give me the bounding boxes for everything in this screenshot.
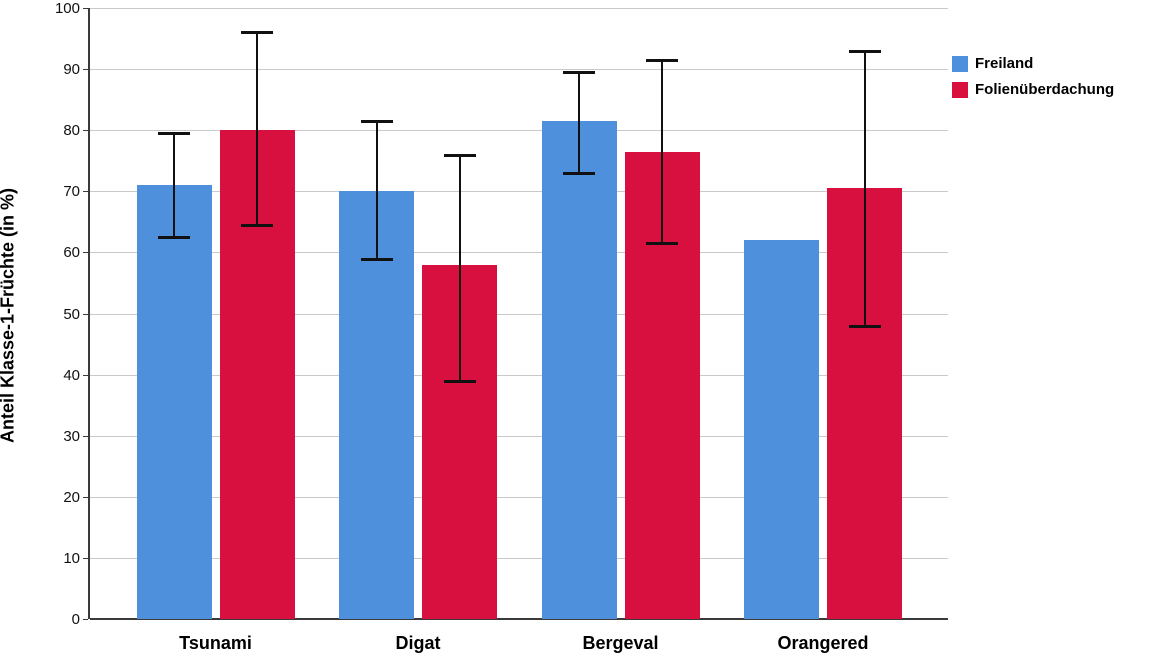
y-tick-label: 70 <box>63 183 80 201</box>
bar-tsunami-freiland <box>136 185 212 619</box>
y-tick-mark <box>83 191 88 193</box>
y-tick-mark <box>83 374 88 376</box>
x-axis-line <box>90 618 948 620</box>
bar-bergeval-freiland <box>541 121 617 619</box>
y-tick-mark <box>83 8 88 9</box>
error-bar-cap <box>158 132 190 136</box>
y-tick-mark <box>83 252 88 254</box>
y-axis-line <box>88 8 90 619</box>
error-bar-cap <box>646 242 678 246</box>
error-bar-tsunami-freiland <box>173 133 175 238</box>
y-tick-mark <box>83 496 88 498</box>
gridline <box>90 435 948 437</box>
error-bar-cap <box>443 153 476 157</box>
gridline <box>90 496 948 498</box>
y-tick-label: 60 <box>63 244 80 262</box>
x-category-label-orangered: Orangered <box>777 633 869 653</box>
error-bar-cap <box>443 379 476 383</box>
error-bar-digat-freiland <box>375 121 378 259</box>
error-bar-cap <box>563 71 595 75</box>
y-tick-label: 10 <box>63 549 80 567</box>
y-tick-label: 20 <box>63 488 80 506</box>
legend-swatch <box>952 56 968 72</box>
y-tick-label: 100 <box>54 0 80 17</box>
bar-digat-freiland <box>339 191 414 619</box>
y-tick-label: 80 <box>63 122 80 140</box>
error-bar-cap <box>158 236 190 240</box>
gridline <box>90 252 948 254</box>
error-bar-cap <box>360 257 393 261</box>
legend-item-folienüberdachung: Folienüberdachung <box>952 82 1114 98</box>
legend-label: Folienüberdachung <box>975 81 1115 98</box>
y-tick-label: 50 <box>63 305 80 323</box>
y-tick-label: 30 <box>63 427 80 445</box>
legend-swatch <box>952 82 968 98</box>
x-category-label-digat: Digat <box>395 633 441 653</box>
error-bar-tsunami-folienüberdachung <box>256 32 258 225</box>
gridline <box>90 557 948 559</box>
error-bar-cap <box>646 58 678 62</box>
gridline <box>90 69 948 71</box>
gridline <box>90 191 948 193</box>
y-tick-label: 90 <box>63 61 80 79</box>
y-tick-mark <box>83 130 88 132</box>
error-bar-bergeval-folienüberdachung <box>661 59 663 244</box>
bar-orangered-freiland <box>744 240 819 619</box>
error-bar-orangered-folienüberdachung <box>863 50 866 326</box>
y-tick-label: 0 <box>71 611 80 628</box>
x-category-label-bergeval: Bergeval <box>582 633 659 653</box>
error-bar-cap <box>563 171 595 175</box>
y-tick-mark <box>83 69 88 71</box>
legend-label: Freiland <box>975 55 1034 72</box>
legend: Freiland Folienüberdachung <box>952 56 1114 108</box>
error-bar-cap <box>241 31 273 35</box>
error-bar-digat-folienüberdachung <box>458 154 461 381</box>
error-bar-bergeval-freiland <box>578 72 580 173</box>
y-tick-mark <box>83 435 88 437</box>
y-axis-title: Anteil Klasse-1-Früchte (in %) <box>0 187 18 444</box>
y-tick-mark <box>83 313 88 315</box>
error-bar-cap <box>848 49 881 53</box>
error-bar-cap <box>360 120 393 124</box>
gridline <box>90 130 948 132</box>
gridline <box>90 313 948 315</box>
plot-area: 0 10 20 30 40 50 60 70 80 90 100 Tsunami Digat Bergev… <box>55 1 948 653</box>
y-tick-mark <box>83 557 88 559</box>
error-bar-cap <box>848 324 881 328</box>
y-tick-label: 40 <box>63 366 80 384</box>
error-bar-cap <box>241 223 273 227</box>
gridline <box>90 8 948 9</box>
y-tick-mark <box>83 619 88 620</box>
gridline <box>90 374 948 376</box>
legend-item-freiland: Freiland <box>952 56 1114 72</box>
x-category-label-tsunami: Tsunami <box>179 633 252 653</box>
